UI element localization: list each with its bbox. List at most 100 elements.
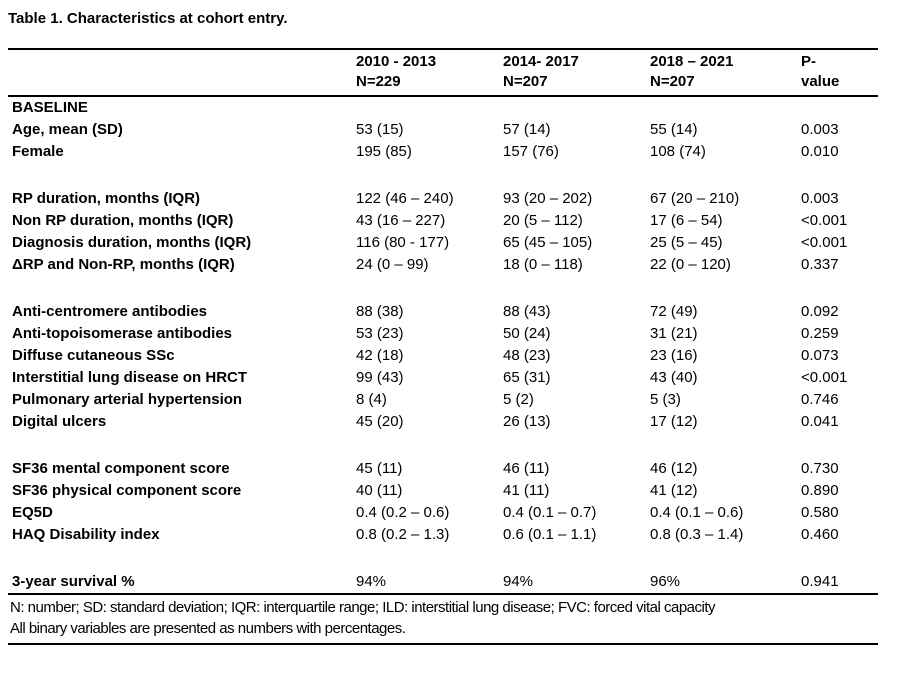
row-value: <0.001 [801, 369, 848, 386]
row-value: 24 (0 – 99) [356, 256, 429, 273]
footnote-abbreviations: N: number; SD: standard deviation; IQR: … [10, 599, 716, 616]
header-col-2018-2021: 2018 – 2021 N=207 [650, 48, 801, 97]
row-label: EQ5D [12, 504, 53, 521]
row-value: 43 (40) [650, 369, 698, 386]
table-row: ΔRP and Non-RP, months (IQR) 24 (0 – 99) 1… [8, 254, 878, 276]
row-label: Pulmonary arterial hypertension [12, 391, 243, 408]
section-spacer [8, 276, 878, 301]
row-value: 93 (20 – 202) [503, 190, 593, 207]
row-value: <0.001 [801, 212, 848, 229]
row-value: 0.8 (0.3 – 1.4) [650, 526, 744, 543]
table-row: Digital ulcers 45 (20) 26 (13) 17 (12) 0.041 [8, 411, 878, 433]
row-value: 23 (16) [650, 347, 698, 364]
table-row: Diffuse cutaneous SSc 42 (18) 48 (23) 23 (1… [8, 345, 878, 367]
row-value: 0.8 (0.2 – 1.3) [356, 526, 450, 543]
row-value: 41 (12) [650, 482, 698, 499]
row-value: 65 (45 – 105) [503, 234, 593, 251]
table-row: Non RP duration, months (IQR) 43 (16 – 22… [8, 210, 878, 232]
table-row: HAQ Disability index 0.8 (0.2 – 1.3) 0.6 (… [8, 524, 878, 546]
table-row: SF36 mental component score 45 (11) 46 (11… [8, 458, 878, 480]
row-value: 5 (3) [650, 391, 681, 408]
row-value: 0.730 [801, 460, 839, 477]
row-value: 0.460 [801, 526, 839, 543]
row-label: ΔRP and Non-RP, months (IQR) [12, 256, 235, 273]
row-value: 43 (16 – 227) [356, 212, 446, 229]
table-row: Interstitial lung disease on HRCT 99 (43)… [8, 367, 878, 389]
table-row: Pulmonary arterial hypertension 8 (4) 5 (2… [8, 389, 878, 411]
table-row: Diagnosis duration, months (IQR) 116 (80 … [8, 232, 878, 254]
row-value: 55 (14) [650, 121, 698, 138]
row-value: 31 (21) [650, 325, 698, 342]
row-value: 67 (20 – 210) [650, 190, 740, 207]
table-body: BASELINE Age, mean (SD) 53 (15) 57 (14) 55 (… [8, 96, 878, 594]
table-row: Age, mean (SD) 53 (15) 57 (14) 55 (14) 0.003 [8, 119, 878, 141]
row-value: <0.001 [801, 234, 848, 251]
row-label: RP duration, months (IQR) [12, 190, 201, 207]
header-col-p-value: P- value [801, 48, 878, 97]
row-value: 8 (4) [356, 391, 387, 408]
row-value: 116 (80 - 177) [356, 234, 450, 251]
row-label: Age, mean (SD) [12, 121, 123, 138]
row-label: 3-year survival % [12, 573, 135, 590]
row-label: Diagnosis duration, months (IQR) [12, 234, 252, 251]
row-value: 5 (2) [503, 391, 534, 408]
section-spacer [8, 433, 878, 458]
row-label: Digital ulcers [12, 413, 107, 430]
row-value: 0.4 (0.1 – 0.7) [503, 504, 597, 521]
row-value: 99 (43) [356, 369, 404, 386]
row-value: 57 (14) [503, 121, 551, 138]
header-col-2014-2017: 2014- 2017 N=207 [503, 48, 650, 97]
row-value [801, 96, 878, 119]
header-empty-cell [8, 48, 356, 97]
row-value: 122 (46 – 240) [356, 190, 454, 207]
table-row: EQ5D 0.4 (0.2 – 0.6) 0.4 (0.1 – 0.7) 0.4 (0… [8, 502, 878, 524]
table-title: Table 1. Characteristics at cohort entry… [8, 10, 288, 27]
header-row: 2010 - 2013 N=229 2014- 2017 N=207 2018 … [8, 48, 878, 97]
row-value: 46 (11) [503, 460, 550, 477]
row-value: 53 (15) [356, 121, 404, 138]
row-value: 0.746 [801, 391, 839, 408]
row-label: Non RP duration, months (IQR) [12, 212, 234, 229]
table-row: Anti-topoisomerase antibodies 53 (23) 50 (… [8, 323, 878, 345]
row-value: 17 (12) [650, 413, 698, 430]
spacer-cell [8, 276, 878, 301]
row-value: 17 (6 – 54) [650, 212, 723, 229]
row-value: 88 (43) [503, 303, 551, 320]
row-value: 0.073 [801, 347, 839, 364]
row-value: 46 (12) [650, 460, 698, 477]
row-value [650, 96, 801, 119]
row-value: 0.580 [801, 504, 839, 521]
row-value: 53 (23) [356, 325, 404, 342]
row-value: 48 (23) [503, 347, 551, 364]
row-value: 0.941 [801, 573, 839, 590]
footnotes: N: number; SD: standard deviation; IQR: … [8, 595, 878, 645]
row-value: 94% [356, 573, 387, 590]
row-value: 42 (18) [356, 347, 404, 364]
row-value: 0.890 [801, 482, 839, 499]
row-value: 0.6 (0.1 – 1.1) [503, 526, 597, 543]
row-label: Interstitial lung disease on HRCT [12, 369, 248, 386]
row-value: 0.337 [801, 256, 839, 273]
row-value: 0.003 [801, 121, 839, 138]
spacer-cell [8, 546, 878, 571]
row-value: 22 (0 – 120) [650, 256, 731, 273]
row-value: 96% [650, 573, 681, 590]
row-value: 108 (74) [650, 143, 706, 160]
row-value: 72 (49) [650, 303, 698, 320]
row-value: 25 (5 – 45) [650, 234, 723, 251]
row-label: SF36 mental component score [12, 460, 230, 477]
row-value: 94% [503, 573, 534, 590]
spacer-cell [8, 163, 878, 188]
row-value [356, 96, 503, 119]
row-value: 0.259 [801, 325, 839, 342]
section-spacer [8, 546, 878, 571]
row-value [503, 96, 650, 119]
row-value: 0.4 (0.1 – 0.6) [650, 504, 744, 521]
row-label: Female [12, 143, 64, 160]
row-value: 18 (0 – 118) [503, 256, 583, 273]
cohort-table: 2010 - 2013 N=229 2014- 2017 N=207 2018 … [8, 48, 878, 595]
section-spacer [8, 163, 878, 188]
footnote-binary-variables: All binary variables are presented as nu… [10, 620, 406, 637]
row-label: Anti-centromere antibodies [12, 303, 208, 320]
